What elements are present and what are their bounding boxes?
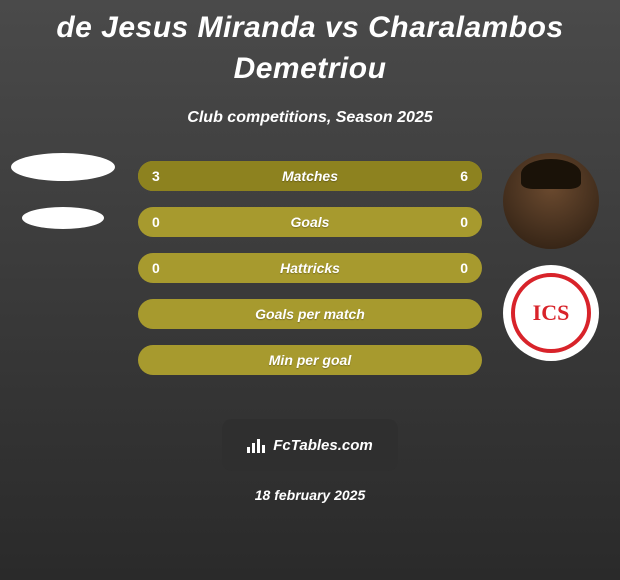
right-player-column: ICS xyxy=(496,153,606,361)
stat-value-left: 0 xyxy=(152,214,160,230)
stat-label: Hattricks xyxy=(280,260,340,276)
left-player-column xyxy=(8,153,118,255)
brand-text: FcTables.com xyxy=(273,437,372,454)
stat-value-right: 6 xyxy=(460,168,468,184)
stat-label: Goals per match xyxy=(255,306,365,322)
stat-value-right: 0 xyxy=(460,260,468,276)
club-monogram: ICS xyxy=(511,273,591,353)
subtitle: Club competitions, Season 2025 xyxy=(0,109,620,127)
stat-value-left: 0 xyxy=(152,260,160,276)
stat-row: Min per goal xyxy=(138,345,482,375)
stat-label: Min per goal xyxy=(269,352,351,368)
left-club-badge-placeholder xyxy=(22,207,104,229)
stat-row: 3 6 Matches xyxy=(138,161,482,191)
stat-row: 0 0 Hattricks xyxy=(138,253,482,283)
stat-label: Matches xyxy=(282,168,338,184)
stat-row: Goals per match xyxy=(138,299,482,329)
stat-value-left: 3 xyxy=(152,168,160,184)
brand-pill: FcTables.com xyxy=(222,419,398,471)
bar-chart-icon xyxy=(247,437,267,453)
left-player-avatar-placeholder xyxy=(11,153,115,181)
comparison-card: de Jesus Miranda vs Charalambos Demetrio… xyxy=(0,0,620,580)
stat-value-right: 0 xyxy=(460,214,468,230)
player-face-icon xyxy=(503,153,599,249)
footer-date: 18 february 2025 xyxy=(0,487,620,503)
stat-row: 0 0 Goals xyxy=(138,207,482,237)
page-title: de Jesus Miranda vs Charalambos Demetrio… xyxy=(0,8,620,95)
stat-label: Goals xyxy=(291,214,330,230)
right-club-badge: ICS xyxy=(503,265,599,361)
stat-rows: 3 6 Matches 0 0 Goals 0 0 Hattricks Goals per mat… xyxy=(138,161,482,391)
right-player-avatar xyxy=(503,153,599,249)
stats-area: 3 6 Matches 0 0 Goals 0 0 Hattricks Goals per mat… xyxy=(0,161,620,401)
